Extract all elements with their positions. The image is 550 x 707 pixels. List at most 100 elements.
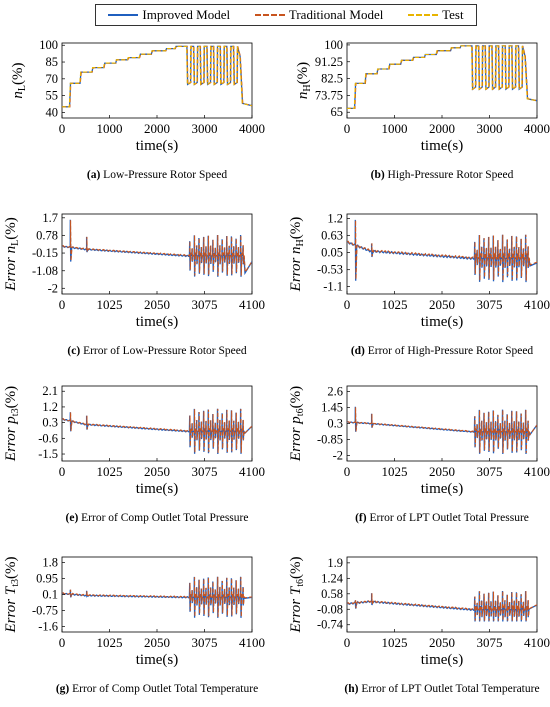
chart-f: 0 1025 2050 3075 4100 2.6 1.45 0.3-0.85 -2 time(s… <box>288 385 550 524</box>
y-tick-label: -1.5 <box>38 447 58 461</box>
legend-item-traditional: Traditional Model <box>254 7 384 23</box>
plot-area <box>62 576 252 618</box>
y-tick-label: 100 <box>39 38 58 52</box>
y-tick-label: 1.9 <box>327 556 343 570</box>
x-axis-label: time(s) <box>421 481 464 497</box>
x-axis-label: time(s) <box>136 138 179 154</box>
y-label-variable: n <box>288 246 304 254</box>
x-tick-label: 2050 <box>144 635 170 650</box>
chart-c: 0 1025 2050 3075 4100 1.7 0.78 -0.15 -1.08 -2 time… <box>3 211 265 357</box>
y-tick-label: -0.15 <box>32 246 58 260</box>
y-axis-label: nH(%) <box>295 62 313 99</box>
y-label-unit: (%) <box>288 557 304 580</box>
caption-a: (a) Low-Pressure Rotor Speed <box>87 169 227 181</box>
x-tick-label: 3075 <box>192 297 218 312</box>
x-axis-label: time(s) <box>136 481 179 497</box>
x-tick-label: 3000 <box>192 121 218 136</box>
legend-swatch-test <box>408 14 439 16</box>
y-tick-label: 0.78 <box>36 228 58 242</box>
x-tick-label: 1025 <box>382 297 408 312</box>
y-tick-label: 0.1 <box>42 588 58 602</box>
y-axis-label: Error nH(%) <box>288 217 306 293</box>
y-label-variable: p <box>288 416 304 425</box>
y-label-unit: (%) <box>3 217 19 240</box>
x-tick-label: 0 <box>59 297 66 312</box>
x-tick-label: 4100 <box>524 297 550 312</box>
y-tick-label: -0.08 <box>317 602 343 616</box>
x-axis-label: time(s) <box>136 652 179 668</box>
y-tick-label: 82.5 <box>321 72 343 86</box>
y-tick-label: -1.1 <box>323 280 343 294</box>
x-axis-label: time(s) <box>421 138 464 154</box>
y-axis-label: Error Tt6(%) <box>288 557 306 634</box>
x-tick-label: 4100 <box>239 464 265 479</box>
caption-text: Error of LPT Outlet Total Temperature <box>361 683 539 695</box>
y-axis-label: Error pt3(%) <box>3 386 21 462</box>
x-tick-label: 2000 <box>429 121 455 136</box>
x-tick-label: 3075 <box>477 635 503 650</box>
x-tick-label: 2050 <box>429 464 455 479</box>
y-tick-label: 85 <box>46 55 59 69</box>
y-tick-label: 0.3 <box>42 416 58 430</box>
y-label-subscript: L <box>17 85 28 91</box>
chart-g: 0 1025 2050 3075 4100 1.8 0.95 0.1-0.75 -1.6 time… <box>3 556 265 695</box>
x-axis-label: time(s) <box>421 314 464 330</box>
y-tick-label: 0.63 <box>321 228 343 242</box>
x-axis-label: time(s) <box>136 314 179 330</box>
y-label-prefix: Error <box>288 254 304 292</box>
y-tick-label: 0.05 <box>321 246 343 260</box>
caption-text: Error of Comp Outlet Total Temperature <box>72 683 258 695</box>
series-improved-model <box>347 406 537 455</box>
chart-e: 0 1025 2050 3075 4100 2.1 1.2 0.3-0.6 -1.5 time(s… <box>3 384 265 524</box>
y-label-subscript: t6 <box>295 408 306 416</box>
y-tick-label: -0.74 <box>317 618 344 632</box>
caption-text: Error of High-Pressure Rotor Speed <box>368 345 534 357</box>
caption-tag: (f) <box>355 512 369 524</box>
caption-c: (c) Error of Low-Pressure Rotor Speed <box>67 345 246 357</box>
x-tick-label: 3000 <box>477 121 503 136</box>
x-tick-label: 1025 <box>382 464 408 479</box>
plot-area <box>347 45 537 110</box>
y-label-subscript: H <box>302 84 313 91</box>
x-tick-label: 4000 <box>239 121 265 136</box>
y-label-unit: (%) <box>10 62 26 85</box>
series-test <box>62 45 252 108</box>
caption-e: (e) Error of Comp Outlet Total Pressure <box>66 512 249 524</box>
y-tick-label: 40 <box>46 105 59 119</box>
y-label-prefix: Error <box>288 424 304 462</box>
y-tick-label: -0.85 <box>317 432 343 446</box>
caption-tag: (h) <box>344 683 361 695</box>
y-label-variable: T <box>288 585 304 595</box>
y-label-variable: T <box>3 585 19 595</box>
x-tick-label: 3075 <box>192 635 218 650</box>
x-tick-label: 1000 <box>382 121 408 136</box>
y-label-variable: p <box>3 416 19 425</box>
caption-tag: (g) <box>56 683 72 695</box>
legend-item-improved: Improved Model <box>108 7 230 23</box>
caption-tag: (e) <box>66 512 82 524</box>
y-tick-label: 100 <box>324 38 343 52</box>
x-tick-label: 0 <box>344 297 351 312</box>
x-tick-label: 0 <box>59 121 66 136</box>
y-label-subscript: t3 <box>10 579 21 587</box>
legend-label-test: Test <box>442 7 464 22</box>
x-tick-label: 1025 <box>382 635 408 650</box>
y-tick-label: 55 <box>46 89 59 103</box>
plot-area <box>347 590 537 622</box>
caption-f: (f) Error of LPT Outlet Total Pressure <box>355 512 529 524</box>
y-tick-label: 1.2 <box>327 211 343 225</box>
x-tick-label: 0 <box>59 464 66 479</box>
y-label-variable: n <box>10 91 26 99</box>
x-tick-label: 0 <box>344 635 351 650</box>
legend-label-traditional: Traditional Model <box>288 7 384 22</box>
caption-text: Error of Low-Pressure Rotor Speed <box>83 345 247 357</box>
plot-frame <box>346 556 538 633</box>
y-label-unit: (%) <box>288 217 304 240</box>
y-axis-label: Error pt6(%) <box>288 386 306 462</box>
caption-tag: (b) <box>371 169 388 181</box>
caption-d: (d) Error of High-Pressure Rotor Speed <box>351 345 534 357</box>
caption-b: (b) High-Pressure Rotor Speed <box>371 169 514 181</box>
plot-area <box>347 406 537 455</box>
x-axis-label: time(s) <box>421 652 464 668</box>
